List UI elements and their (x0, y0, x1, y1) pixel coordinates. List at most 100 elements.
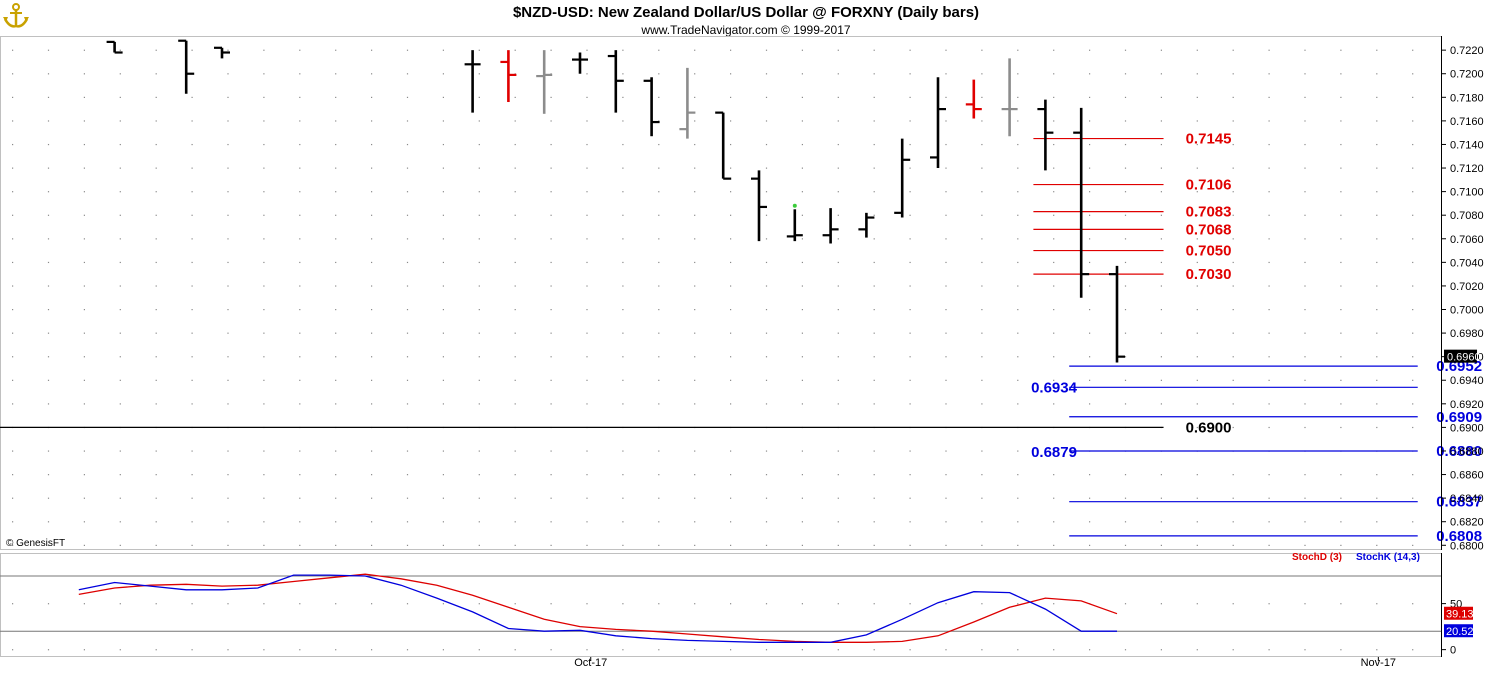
grid-dot (730, 191, 732, 193)
grid-dot (1376, 73, 1378, 75)
grid-dot (1232, 309, 1234, 311)
grid-dot (263, 332, 265, 334)
grid-dot (227, 120, 229, 122)
grid-dot (837, 474, 839, 476)
stoch-legend-label: StochD (3) (1292, 552, 1342, 563)
grid-dot (1340, 379, 1342, 381)
grid-dot (1268, 403, 1270, 405)
grid-dot (801, 73, 803, 75)
grid-dot (1017, 261, 1019, 264)
grid-dot (873, 261, 875, 264)
grid-dot (335, 403, 337, 405)
grid-dot (155, 49, 157, 51)
grid-dot (1089, 285, 1091, 287)
price-tick-label: 0.7020 (1450, 281, 1484, 293)
grid-dot (514, 191, 516, 193)
grid-dot (1412, 261, 1414, 264)
grid-dot (299, 238, 301, 240)
grid-dot (1160, 238, 1162, 240)
ohlc-bar (858, 212, 875, 238)
ohlc-bar (1037, 99, 1054, 171)
grid-dot (1124, 649, 1127, 651)
grid-dot (1232, 261, 1234, 264)
grid-dot (191, 285, 193, 287)
grid-dot (1232, 544, 1234, 546)
grid-dot (550, 191, 552, 193)
grid-dot (622, 49, 624, 51)
grid-dot (227, 214, 229, 216)
grid-dot (1412, 426, 1414, 429)
grid-dot (47, 649, 50, 651)
grid-dot (765, 96, 768, 99)
grid-dot (730, 143, 732, 146)
grid-dot (694, 49, 696, 51)
grid-dot (1196, 426, 1198, 429)
grid-dot (83, 238, 85, 240)
grid-dot (83, 403, 85, 405)
grid-dot (155, 167, 157, 169)
grid-dot (514, 285, 516, 287)
grid-dot (909, 214, 911, 216)
stoch-lines (78, 573, 1118, 643)
grid-dot (1376, 285, 1378, 287)
grid-dot (227, 450, 229, 452)
grid-dot (550, 261, 552, 264)
grid-dot (1376, 474, 1378, 476)
grid-dot (730, 603, 732, 605)
grid-dot (765, 497, 768, 499)
grid-dot (514, 120, 516, 122)
grid-dot (442, 450, 444, 452)
grid-dot (263, 379, 265, 381)
grid-dot (730, 356, 732, 358)
grid-dot (155, 403, 157, 405)
grid-dot (12, 544, 14, 546)
price-tick-label: 0.6900 (1450, 422, 1484, 434)
grid-dot (1268, 521, 1270, 523)
grid-dot (1412, 603, 1414, 605)
x-tick-label: Nov-17 (1361, 657, 1396, 669)
grid-dot (837, 403, 839, 405)
level-label: 0.7083 (1186, 204, 1232, 221)
grid-dot (622, 120, 624, 122)
grid-dot (191, 450, 193, 452)
grid-dot (442, 191, 444, 193)
grid-dot (586, 143, 588, 146)
grid-dot (1196, 603, 1198, 605)
grid-dot (586, 379, 588, 381)
grid-dot (586, 49, 588, 51)
grid-dot (909, 474, 911, 476)
grid-dot (335, 167, 337, 169)
grid-dot (1124, 96, 1127, 99)
grid-dot (1124, 238, 1127, 240)
grid-dot (1017, 73, 1019, 75)
grid-dot (299, 497, 301, 499)
grid-dot (263, 285, 265, 287)
grid-dot (83, 450, 85, 452)
grid-dot (873, 521, 875, 523)
grid-dot (730, 544, 732, 546)
level-label: 0.6808 (1436, 528, 1482, 545)
grid-dot (191, 167, 193, 169)
grid-dot (155, 285, 157, 287)
grid-dot (550, 309, 552, 311)
grid-dot (658, 474, 660, 476)
grid-dot (801, 167, 803, 169)
grid-dot (119, 332, 121, 334)
grid-dot (371, 96, 373, 99)
grid-dot (658, 309, 660, 311)
grid-dot (873, 285, 875, 287)
grid-dot (514, 238, 516, 240)
price-gridlines (12, 49, 1414, 546)
grid-dot (335, 261, 337, 264)
grid-dot (514, 167, 516, 169)
grid-dot (765, 49, 768, 51)
grid-dot (191, 191, 193, 193)
grid-dot (694, 521, 696, 523)
price-tick-label: 0.6840 (1450, 493, 1484, 505)
grid-dot (1196, 191, 1198, 193)
grid-dot (47, 309, 50, 311)
ohlc-bar (715, 111, 732, 180)
ohlc-bar (607, 50, 624, 113)
grid-dot (801, 143, 803, 146)
grid-dot (442, 73, 444, 75)
